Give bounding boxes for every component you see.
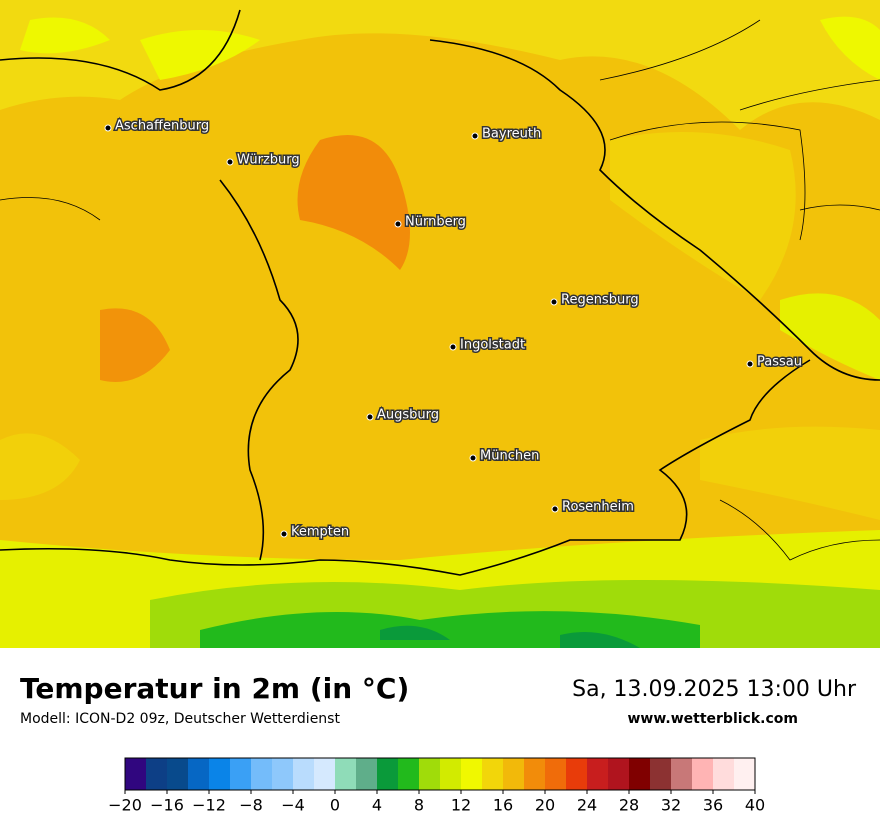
- colorbar-swatch: [419, 758, 441, 790]
- colorbar-swatch: [188, 758, 210, 790]
- city-dot: [469, 454, 477, 462]
- temperature-map: [0, 0, 880, 648]
- city-dot: [366, 413, 374, 421]
- city-label: Nürnberg: [405, 215, 466, 230]
- colorbar-swatch: [545, 758, 567, 790]
- colorbar-tick-label: −20: [108, 796, 142, 815]
- colorbar-swatch: [734, 758, 756, 790]
- colorbar-swatch: [314, 758, 336, 790]
- city-dot: [280, 530, 288, 538]
- city-label: Kempten: [291, 525, 349, 540]
- city-dot: [471, 132, 479, 140]
- city-label: Aschaffenburg: [115, 119, 209, 134]
- city-label: Regensburg: [561, 293, 639, 308]
- city-dot: [449, 343, 457, 351]
- colorbar-swatch: [650, 758, 672, 790]
- colorbar-tick-label: 20: [535, 796, 555, 815]
- colorbar-swatch: [209, 758, 231, 790]
- colorbar-tick-label: 28: [619, 796, 639, 815]
- colorbar-swatch: [440, 758, 462, 790]
- city-dot: [550, 298, 558, 306]
- city-label: Passau: [757, 355, 802, 370]
- colorbar-swatch: [671, 758, 693, 790]
- colorbar-swatch: [608, 758, 630, 790]
- colorbar: −20 −16 −12 −8 −4 0 4 8 12 16 20 24 28 32 36 40: [108, 757, 765, 815]
- colorbar-swatch: [461, 758, 483, 790]
- city-label: München: [480, 449, 539, 464]
- colorbar-tick-label: 12: [451, 796, 471, 815]
- colorbar-swatch: [566, 758, 588, 790]
- model-subtitle: Modell: ICON-D2 09z, Deutscher Wetterdie…: [20, 711, 340, 727]
- city-dot: [394, 220, 402, 228]
- colorbar-swatch: [398, 758, 420, 790]
- colorbar-swatch: [692, 758, 714, 790]
- colorbar-tick-label: −16: [150, 796, 184, 815]
- colorbar-swatch: [587, 758, 609, 790]
- colorbar-frame: [124, 757, 756, 791]
- colorbar-swatch: [272, 758, 294, 790]
- city-label: Augsburg: [377, 408, 439, 423]
- colorbar-swatch: [356, 758, 378, 790]
- colorbar-tick-label: 0: [330, 796, 340, 815]
- colorbar-tick-label: 4: [372, 796, 382, 815]
- forecast-datetime: Sa, 13.09.2025 13:00 Uhr: [572, 677, 857, 702]
- colorbar-swatch: [230, 758, 252, 790]
- colorbar-swatch: [293, 758, 315, 790]
- colorbar-swatch: [251, 758, 273, 790]
- city-dot: [226, 158, 234, 166]
- colorbar-tick-label: 40: [745, 796, 765, 815]
- colorbar-tick-label: 36: [703, 796, 723, 815]
- colorbar-swatch: [335, 758, 357, 790]
- city-dot: [746, 360, 754, 368]
- city-label: Bayreuth: [482, 127, 541, 142]
- colorbar-swatch: [524, 758, 546, 790]
- colorbar-tick-label: 24: [577, 796, 597, 815]
- colorbar-tick-label: 32: [661, 796, 681, 815]
- city-dot: [551, 505, 559, 513]
- city-dot: [104, 124, 112, 132]
- colorbar-swatch: [503, 758, 525, 790]
- city-label: Ingolstadt: [460, 338, 525, 353]
- colorbar-swatch: [125, 758, 147, 790]
- colorbar-swatch: [713, 758, 735, 790]
- map-title: Temperatur in 2m (in °C): [20, 672, 409, 705]
- colorbar-swatch: [146, 758, 168, 790]
- colorbar-swatch: [482, 758, 504, 790]
- colorbar-tick-label: 16: [493, 796, 513, 815]
- colorbar-tick-label: 8: [414, 796, 424, 815]
- colorbar-tick-label: −8: [239, 796, 263, 815]
- colorbar-swatch: [629, 758, 651, 790]
- city-labels: Aschaffenburg Würzburg Bayreuth Nürnberg Reg…: [104, 117, 803, 541]
- city-label: Würzburg: [237, 153, 300, 168]
- website: www.wetterblick.com: [628, 711, 799, 727]
- colorbar-tick-label: −4: [281, 796, 305, 815]
- colorbar-swatch: [377, 758, 399, 790]
- city-label: Rosenheim: [562, 500, 634, 515]
- colorbar-tick-label: −12: [192, 796, 226, 815]
- colorbar-swatch: [167, 758, 189, 790]
